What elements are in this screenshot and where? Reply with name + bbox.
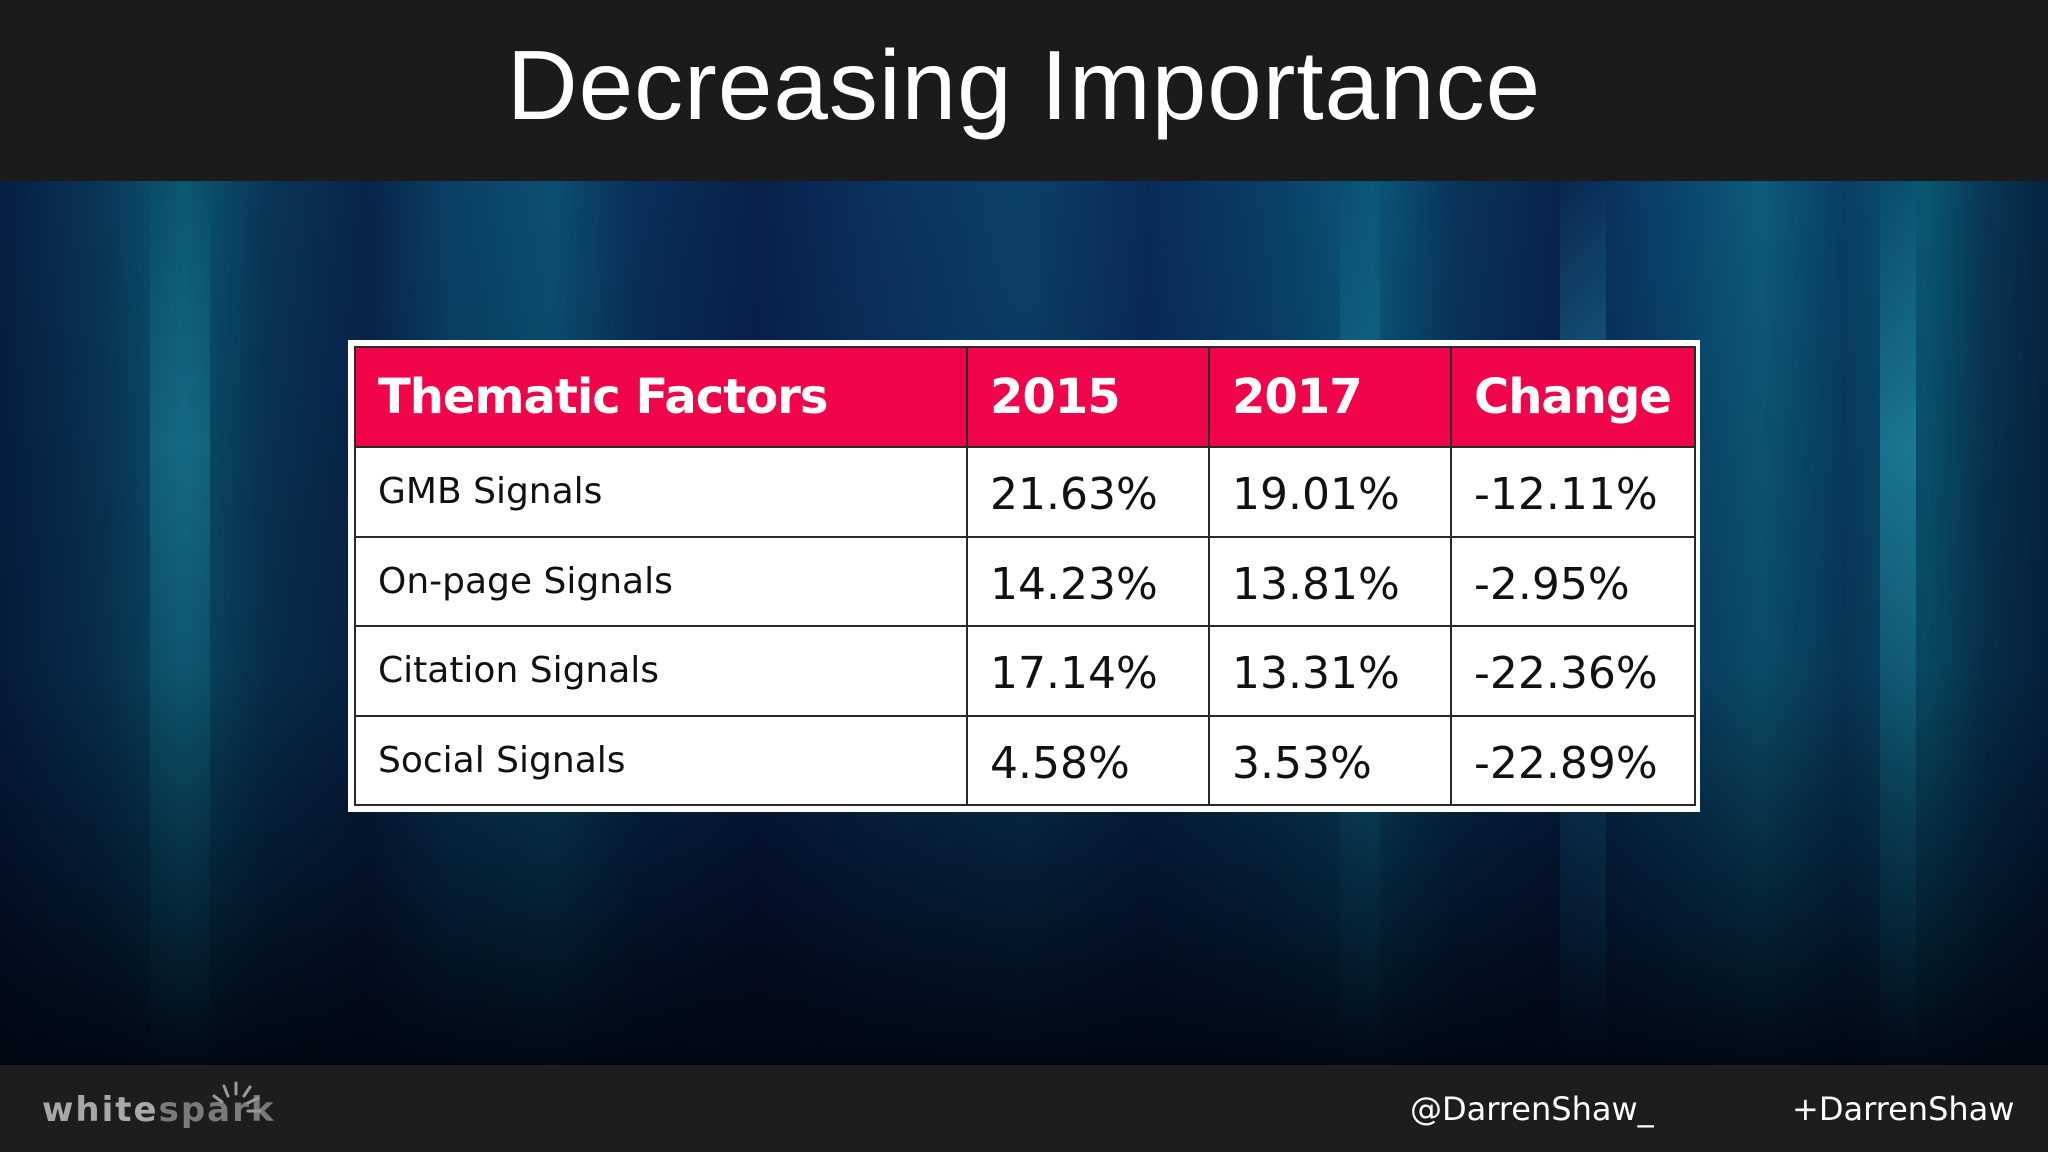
value-2015-cell: 17.14%: [966, 625, 1210, 717]
table-header-row: Thematic Factors 2015 2017 Change: [354, 346, 1696, 448]
value-2017-cell: 13.81%: [1208, 535, 1452, 627]
light-streak: [150, 181, 210, 1065]
column-header: Thematic Factors: [354, 346, 968, 448]
value-2015-cell: 4.58%: [966, 714, 1210, 806]
table-row: Social Signals 4.58% 3.53% -22.89%: [354, 714, 1696, 806]
table-row: GMB Signals 21.63% 19.01% -12.11%: [354, 446, 1696, 538]
thematic-factors-table: Thematic Factors 2015 2017 Change GMB Si…: [354, 346, 1696, 806]
footer-bar: [0, 1065, 2048, 1152]
logo-text-white: white: [42, 1090, 159, 1130]
spark-icon: [212, 1081, 262, 1113]
change-cell: -22.36%: [1450, 625, 1696, 717]
change-cell: -2.95%: [1450, 535, 1696, 627]
light-streak: [1880, 181, 1916, 1065]
change-cell: -22.89%: [1450, 714, 1696, 806]
data-table-frame: Thematic Factors 2015 2017 Change GMB Si…: [348, 340, 1700, 812]
table-row: On-page Signals 14.23% 13.81% -2.95%: [354, 535, 1696, 627]
table-row: Citation Signals 17.14% 13.31% -22.36%: [354, 625, 1696, 717]
change-cell: -12.11%: [1450, 446, 1696, 538]
value-2015-cell: 14.23%: [966, 535, 1210, 627]
gplus-handle: +DarrenShaw: [1792, 1090, 2015, 1128]
factor-cell: Citation Signals: [354, 625, 968, 717]
title-bar: Decreasing Importance: [0, 0, 2048, 181]
column-header: 2017: [1208, 346, 1452, 448]
factor-cell: GMB Signals: [354, 446, 968, 538]
slide-title: Decreasing Importance: [506, 30, 1542, 140]
column-header: Change: [1450, 346, 1696, 448]
value-2017-cell: 3.53%: [1208, 714, 1452, 806]
column-header: 2015: [966, 346, 1210, 448]
factor-cell: On-page Signals: [354, 535, 968, 627]
factor-cell: Social Signals: [354, 714, 968, 806]
value-2017-cell: 19.01%: [1208, 446, 1452, 538]
value-2017-cell: 13.31%: [1208, 625, 1452, 717]
value-2015-cell: 21.63%: [966, 446, 1210, 538]
twitter-handle: @DarrenShaw_: [1410, 1090, 1654, 1128]
